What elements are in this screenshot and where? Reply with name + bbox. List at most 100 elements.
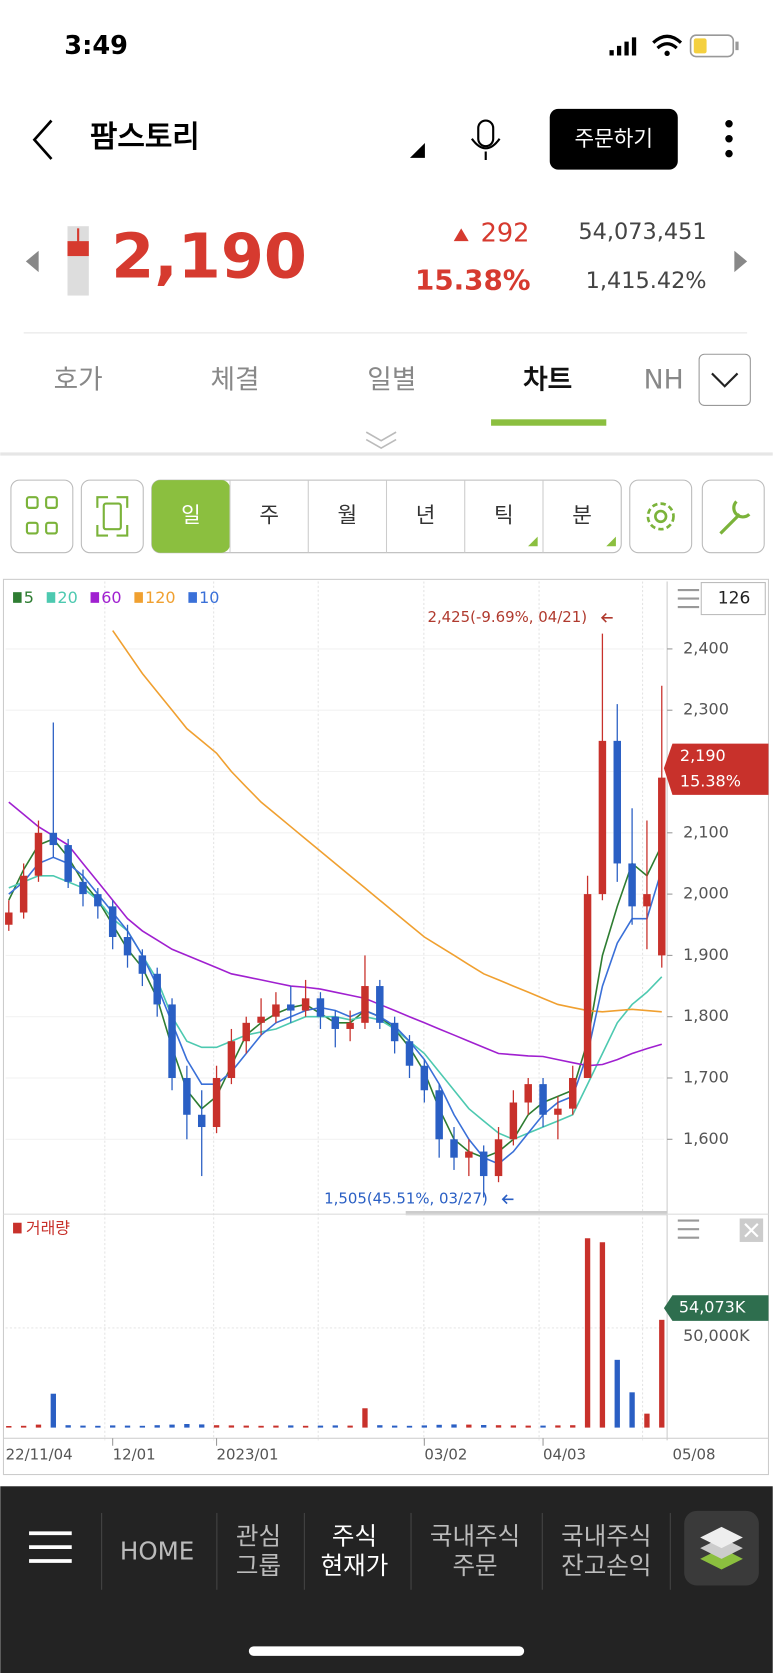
- tab[interactable]: 차트: [523, 364, 572, 395]
- nav-item[interactable]: 국내주식 잔고손익: [561, 1522, 651, 1580]
- tools-icon[interactable]: [719, 500, 751, 535]
- last-rate: 15.38%: [680, 772, 741, 791]
- nav-item[interactable]: 주식 현재가: [321, 1522, 389, 1580]
- nav-item[interactable]: HOME: [120, 1536, 194, 1565]
- period-count[interactable]: 126: [718, 589, 751, 609]
- x-tick-label: 12/01: [113, 1445, 156, 1463]
- last-volume: 54,073K: [679, 1298, 746, 1317]
- candle-body: [494, 1139, 503, 1177]
- candle-body: [316, 998, 325, 1017]
- candle-body: [94, 894, 102, 907]
- volume-bar: [332, 1425, 338, 1428]
- legend-swatch: [134, 592, 143, 603]
- legend-swatch: [13, 592, 22, 603]
- fullscreen-icon[interactable]: [96, 496, 129, 537]
- volume-bar: [659, 1319, 665, 1428]
- legend-label[interactable]: 5: [24, 588, 34, 607]
- volume-bar: [35, 1424, 42, 1428]
- tab[interactable]: 일별: [367, 364, 416, 395]
- period-button[interactable]: 년: [416, 503, 436, 528]
- nav-items: HOME 관심 그룹 주식 현재가 국내주식 주문 국내주식 잔고손익: [101, 1512, 671, 1590]
- volume-bar: [50, 1393, 56, 1428]
- legend-label[interactable]: 20: [57, 588, 77, 607]
- period-button[interactable]: 월: [338, 503, 358, 528]
- volume-bar: [65, 1425, 71, 1428]
- layout-button[interactable]: [10, 479, 74, 554]
- period-button[interactable]: 분: [572, 503, 592, 528]
- tab-expand-icon[interactable]: [711, 372, 739, 388]
- moving-average-line: [112, 630, 662, 1013]
- candle-body: [34, 832, 43, 876]
- low-arrow: [501, 1194, 514, 1205]
- x-tick-label: 05/08: [672, 1445, 715, 1463]
- next-stock[interactable]: [734, 250, 748, 273]
- trade-volume: 54,073,451: [578, 219, 706, 245]
- tab-expand[interactable]: [698, 353, 751, 406]
- period-submenu-mark: [528, 536, 538, 547]
- more-button[interactable]: [725, 120, 733, 158]
- nav-item[interactable]: 관심 그룹: [236, 1522, 281, 1580]
- legend-label[interactable]: 10: [199, 588, 219, 607]
- nav-item[interactable]: 국내주식 주문: [430, 1522, 520, 1580]
- y-tick-label: 2,000: [683, 884, 729, 903]
- legend-label[interactable]: 120: [145, 588, 176, 607]
- candle-body: [19, 875, 28, 913]
- order-button-label[interactable]: 주문하기: [575, 127, 654, 152]
- dropdown-icon[interactable]: [409, 142, 425, 158]
- chart: 1,6001,7001,8001,9002,0002,1002,2002,300…: [3, 581, 769, 1463]
- period-active[interactable]: [151, 480, 231, 553]
- volume-bar: [540, 1425, 546, 1428]
- tab[interactable]: 호가: [54, 364, 103, 395]
- volume-bar: [495, 1425, 502, 1428]
- y-tick-label: 2,400: [683, 638, 729, 657]
- collapse-icon[interactable]: [365, 431, 397, 450]
- high-label: 2,425(-9.69%, 04/21): [427, 608, 587, 626]
- volume-bar: [317, 1425, 324, 1428]
- volume-bar: [302, 1425, 309, 1428]
- settings-button[interactable]: [629, 479, 693, 554]
- order-button[interactable]: [549, 108, 678, 170]
- tab[interactable]: NH: [644, 364, 684, 395]
- home-indicator: [248, 1646, 525, 1656]
- low-label: 1,505(45.51%, 03/27): [324, 1189, 488, 1207]
- candle-body: [658, 777, 666, 956]
- menu-button[interactable]: [29, 1531, 72, 1563]
- candle-body: [376, 986, 384, 1023]
- close-icon[interactable]: [744, 1223, 759, 1238]
- legend-label[interactable]: 60: [101, 588, 121, 607]
- layers-icon[interactable]: [700, 1526, 743, 1570]
- stock-title[interactable]: 팜스토리: [90, 120, 200, 155]
- candle-body: [361, 986, 369, 1023]
- candle-body: [138, 955, 147, 974]
- candle-body: [390, 1022, 399, 1042]
- period-button[interactable]: 틱: [494, 503, 514, 528]
- bottom-nav: [0, 1486, 773, 1673]
- tools-button[interactable]: [701, 479, 765, 554]
- tab[interactable]: 체결: [210, 364, 259, 395]
- layout-icon[interactable]: [25, 496, 58, 535]
- volume-bar: [481, 1425, 487, 1428]
- period-button[interactable]: 일: [181, 503, 201, 528]
- prev-stock[interactable]: [25, 250, 39, 273]
- volume-bar: [169, 1424, 175, 1428]
- volume-bar: [273, 1425, 279, 1428]
- candle-body: [643, 894, 651, 907]
- period-count-box[interactable]: [700, 582, 766, 616]
- candle-body: [420, 1065, 429, 1091]
- fullscreen-button[interactable]: [80, 479, 144, 554]
- candle-body: [435, 1090, 443, 1140]
- price-gauge: [67, 226, 89, 296]
- settings-icon[interactable]: [646, 502, 675, 531]
- volume-bar: [421, 1425, 427, 1428]
- volume-bar: [599, 1242, 606, 1428]
- candle-body: [450, 1139, 458, 1158]
- tab-bar: 호가 체결 일별 차트 NH: [54, 364, 684, 395]
- pane-splitter: [405, 1211, 668, 1216]
- mic-button[interactable]: [470, 119, 501, 161]
- candle-body: [405, 1041, 414, 1066]
- y-tick-label: 2,300: [683, 700, 729, 719]
- candle-body: [123, 937, 132, 956]
- volume-bar: [80, 1425, 86, 1428]
- back-button[interactable]: [32, 119, 53, 160]
- period-button[interactable]: 주: [259, 503, 279, 528]
